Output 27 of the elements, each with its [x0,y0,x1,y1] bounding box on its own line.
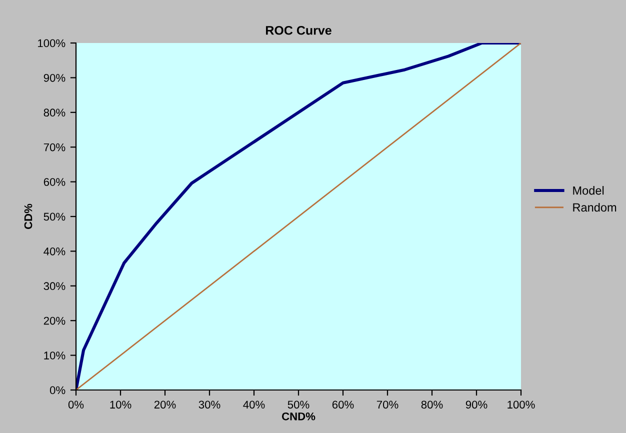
y-tick-label: 10% [44,352,66,360]
x-tick-label: 10% [110,400,132,409]
y-axis-title: CD% [24,204,32,230]
x-axis-title: CND% [282,412,316,420]
legend-label: Model [573,186,604,195]
y-tick-label: 60% [44,178,66,186]
x-tick-label: 90% [466,400,488,409]
legend-label: Random [573,202,616,212]
y-tick-label: 90% [44,74,66,82]
x-tick-label: 20% [154,400,176,409]
y-tick-label: 40% [44,247,66,256]
y-tick-label: 80% [44,108,66,117]
chart-title: ROC Curve [266,26,332,35]
x-tick-label: 30% [198,400,220,409]
x-tick-label: 0% [68,400,84,409]
y-tick-label: 30% [44,282,66,290]
x-tick-label: 70% [376,400,398,409]
x-tick-label: 60% [332,400,354,409]
y-tick-label: 70% [44,143,66,152]
y-tick-label: 50% [44,212,66,221]
x-tick-label: 80% [421,400,443,409]
y-tick-label: 20% [44,316,66,325]
x-tick-label: 100% [508,400,535,409]
y-tick-label: 100% [38,39,66,48]
y-tick-label: 0% [50,386,66,394]
x-tick-label: 50% [288,400,310,409]
x-tick-label: 40% [243,400,265,409]
